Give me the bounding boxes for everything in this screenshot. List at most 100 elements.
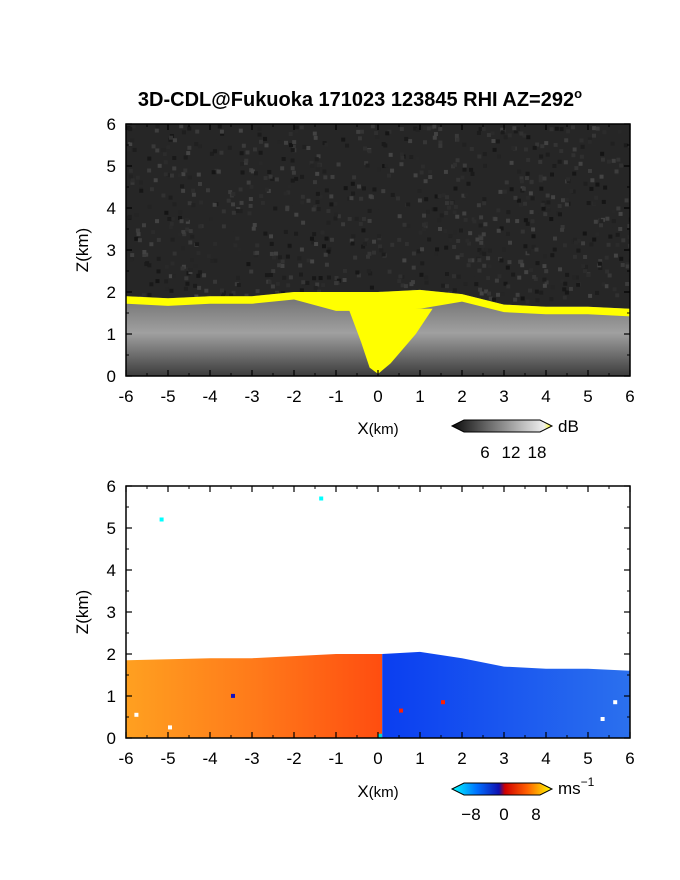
- noise-pixel: [168, 274, 173, 279]
- noise-pixel: [219, 150, 224, 155]
- noise-pixel: [579, 138, 584, 143]
- noise-pixel: [323, 175, 328, 180]
- noise-pixel: [420, 261, 425, 266]
- noise-pixel: [185, 281, 190, 286]
- noise-pixel: [294, 231, 299, 236]
- noise-pixel: [504, 180, 509, 185]
- noise-pixel: [294, 212, 299, 217]
- noise-pixel: [387, 173, 392, 178]
- noise-pixel: [306, 145, 311, 150]
- noise-pixel: [524, 270, 529, 275]
- noise-pixel: [283, 229, 288, 234]
- noise-pixel: [587, 168, 592, 173]
- noise-pixel: [448, 238, 453, 243]
- noise-pixel: [525, 221, 530, 226]
- noise-pixel: [564, 138, 569, 143]
- noise-pixel: [424, 221, 429, 226]
- noise-pixel: [602, 130, 607, 135]
- noise-pixel: [539, 290, 544, 295]
- noise-pixel: [476, 130, 481, 135]
- noise-pixel: [422, 227, 427, 232]
- noise-pixel: [272, 255, 277, 260]
- noise-pixel: [181, 188, 186, 193]
- noise-pixel: [467, 258, 472, 263]
- noise-pixel: [479, 240, 484, 245]
- noise-pixel: [243, 160, 248, 165]
- noise-pixel: [288, 205, 293, 210]
- noise-pixel: [231, 192, 236, 197]
- noise-pixel: [562, 243, 567, 248]
- noise-pixel: [228, 190, 233, 195]
- noise-pixel: [351, 234, 356, 239]
- noise-pixel: [415, 156, 420, 161]
- noise-pixel: [500, 292, 505, 297]
- noise-pixel: [608, 284, 613, 289]
- noise-pixel: [153, 178, 158, 183]
- noise-pixel: [301, 220, 306, 225]
- noise-pixel: [184, 217, 189, 222]
- noise-pixel: [539, 186, 544, 191]
- noise-pixel: [287, 243, 292, 248]
- noise-pixel: [271, 269, 276, 274]
- noise-pixel: [387, 129, 392, 134]
- noise-pixel: [552, 236, 557, 241]
- noise-pixel: [315, 167, 320, 172]
- noise-pixel: [540, 202, 545, 207]
- noise-pixel: [481, 127, 486, 132]
- x-tick-label: 4: [541, 387, 550, 406]
- noise-pixel: [627, 235, 630, 240]
- noise-pixel: [226, 198, 231, 203]
- noise-pixel: [437, 218, 442, 223]
- noise-pixel: [249, 184, 254, 189]
- chart-title: 3D-CDL@Fukuoka 171023 123845 RHI AZ=292o: [138, 86, 582, 111]
- noise-pixel: [575, 275, 580, 280]
- noise-pixel: [312, 180, 317, 185]
- x-tick-label: -2: [286, 387, 301, 406]
- noise-pixel: [529, 179, 534, 184]
- velocity-pixel: [168, 725, 172, 730]
- noise-pixel: [568, 286, 573, 291]
- noise-pixel: [625, 264, 630, 269]
- noise-pixel: [469, 147, 474, 152]
- noise-speckle: [126, 124, 630, 304]
- noise-pixel: [372, 239, 377, 244]
- velocity-pixel: [600, 717, 605, 721]
- noise-pixel: [155, 124, 160, 129]
- noise-pixel: [155, 219, 160, 224]
- noise-pixel: [456, 238, 461, 243]
- noise-pixel: [252, 147, 257, 152]
- noise-pixel: [309, 236, 314, 241]
- noise-pixel: [599, 219, 604, 224]
- noise-pixel: [128, 168, 133, 173]
- velocity-pixel: [159, 517, 164, 522]
- noise-pixel: [330, 174, 335, 179]
- noise-pixel: [625, 281, 630, 286]
- noise-pixel: [481, 232, 486, 237]
- velocity-pixel: [613, 700, 618, 705]
- noise-pixel: [497, 274, 502, 279]
- noise-pixel: [565, 272, 570, 277]
- noise-pixel: [258, 150, 263, 155]
- noise-pixel: [616, 206, 621, 211]
- y-axis-label: Z(km): [73, 228, 92, 272]
- noise-pixel: [595, 182, 600, 187]
- noise-pixel: [516, 198, 521, 203]
- noise-pixel: [448, 233, 453, 238]
- noise-pixel: [619, 163, 624, 168]
- noise-pixel: [455, 158, 460, 163]
- noise-pixel: [613, 253, 618, 258]
- noise-pixel: [452, 244, 457, 249]
- noise-pixel: [511, 145, 516, 150]
- noise-pixel: [388, 152, 393, 157]
- noise-pixel: [478, 287, 483, 292]
- noise-pixel: [523, 244, 528, 249]
- noise-pixel: [289, 143, 294, 148]
- noise-pixel: [583, 181, 588, 186]
- noise-pixel: [292, 140, 297, 145]
- noise-pixel: [128, 142, 133, 147]
- noise-pixel: [147, 263, 152, 268]
- noise-pixel: [240, 162, 245, 167]
- noise-pixel: [163, 172, 168, 177]
- noise-pixel: [509, 187, 514, 192]
